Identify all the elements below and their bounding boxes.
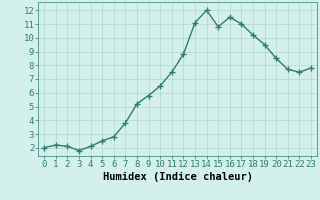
- X-axis label: Humidex (Indice chaleur): Humidex (Indice chaleur): [103, 172, 252, 182]
